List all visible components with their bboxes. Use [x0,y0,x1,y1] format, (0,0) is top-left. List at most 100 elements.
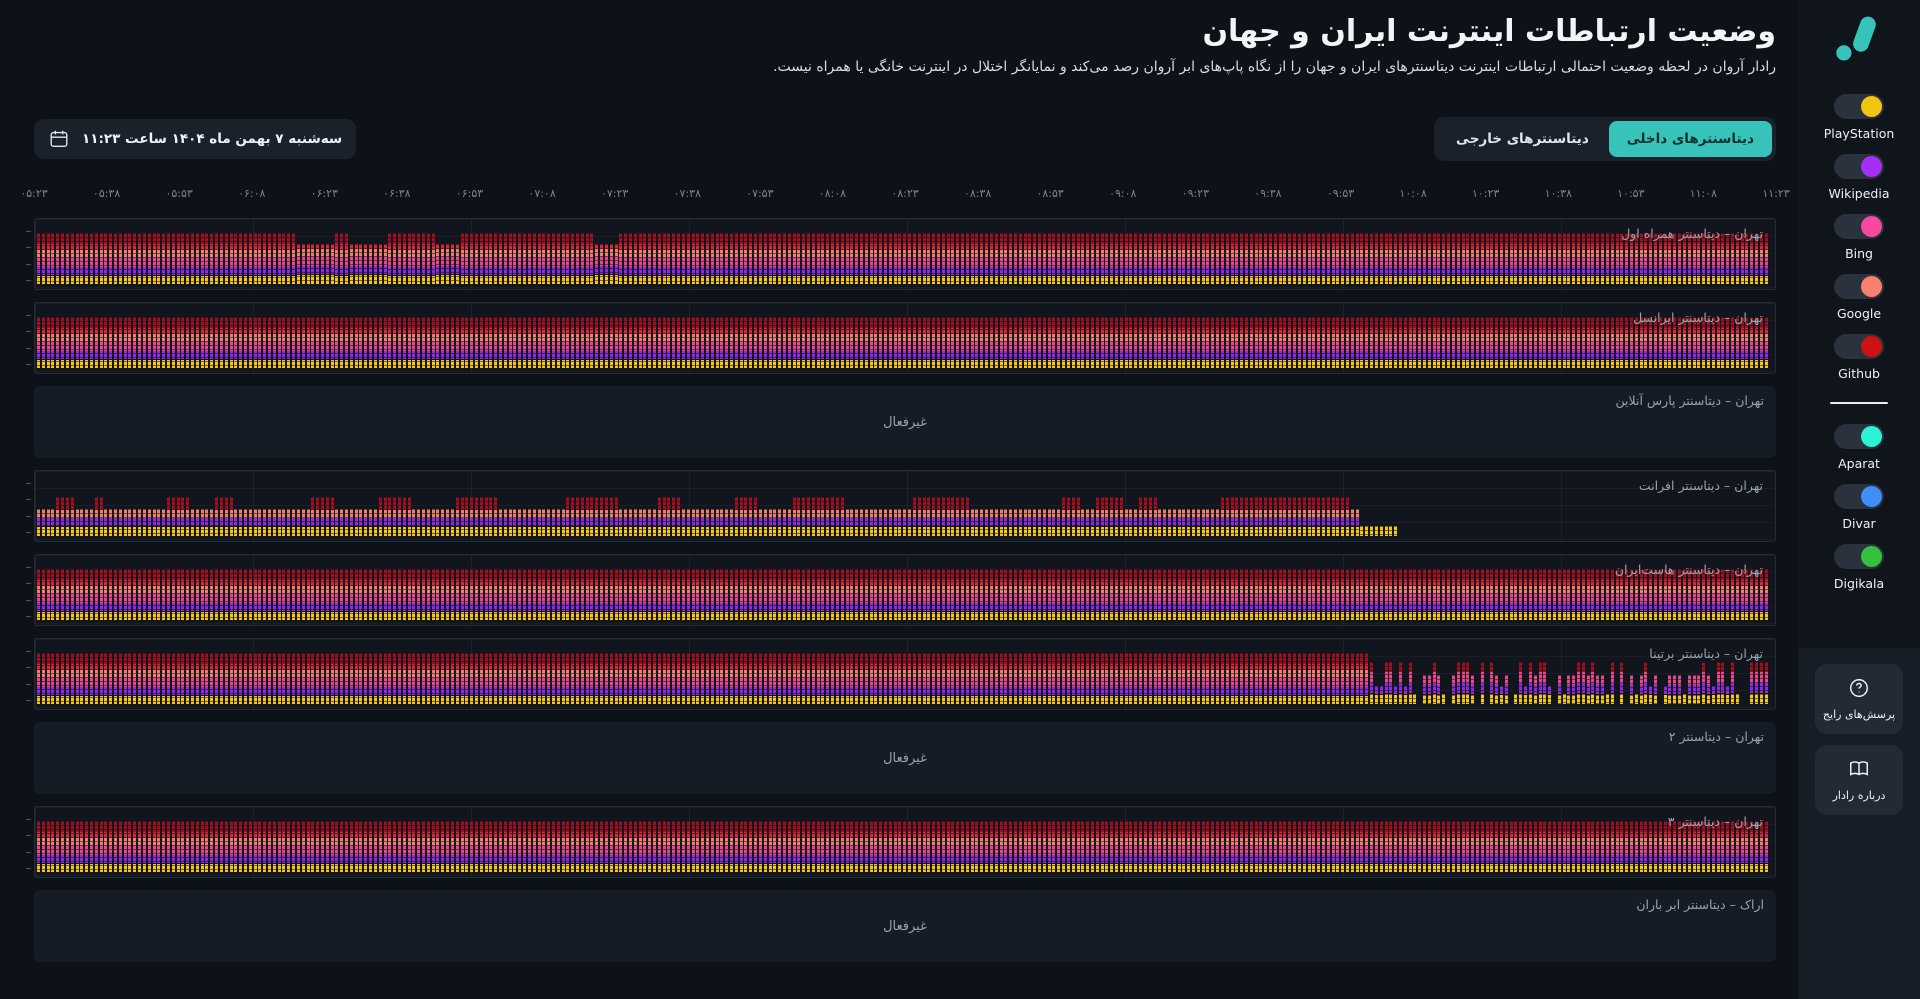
status-bar [1750,317,1754,368]
status-bar [609,317,613,368]
status-bar [1644,317,1648,368]
status-bar [1495,821,1499,872]
status-bar [1374,233,1378,284]
status-bar [1394,821,1398,872]
status-bar [1418,233,1422,284]
status-bar [152,821,156,872]
status-bar [701,821,705,872]
status-bar [763,569,767,620]
status-bar [412,569,416,620]
about-radar-button[interactable]: درباره رادار [1815,745,1903,815]
status-bar [1042,317,1046,368]
tab-internal-datacenters[interactable]: دیتاسنترهای داخلی [1608,121,1772,157]
status-bar [527,821,531,872]
status-bar [1548,821,1552,872]
status-bar [1745,233,1749,284]
status-bar [677,233,681,284]
toggle-github[interactable] [1834,334,1885,359]
main-content: وضعیت ارتباطات اینترنت ایران و جهان رادا… [20,14,1790,962]
status-bar [513,233,517,284]
status-bar [850,653,854,704]
status-bar [585,497,589,536]
datacenter-tabs: دیتاسنترهای داخلی دیتاسنترهای خارجی [1434,117,1776,161]
status-bar [248,233,252,284]
status-bar [1442,821,1446,872]
status-bar [89,509,93,536]
status-bar [133,317,137,368]
status-bar [61,317,65,368]
status-bar [1182,317,1186,368]
toggle-aparat[interactable] [1834,424,1885,449]
status-bar [797,497,801,536]
status-bar [1620,569,1624,620]
status-bar [600,497,604,536]
row-label: تهران – دیتاسنتر ایرانسل [1633,310,1763,325]
status-bar [802,821,806,872]
status-bar [1350,317,1354,368]
status-bar [494,497,498,536]
status-bar [210,569,214,620]
status-bar [1610,821,1614,872]
status-bar [580,497,584,536]
status-bar [200,821,204,872]
status-bar [446,509,450,536]
status-bar [301,821,305,872]
status-bar [186,821,190,872]
status-bar [1644,569,1648,620]
status-bar [1206,821,1210,872]
status-bar [985,653,989,704]
toggle-digikala[interactable] [1834,544,1885,569]
status-bar [869,821,873,872]
service-item-wikipedia: Wikipedia [1824,154,1895,201]
row-label: اراک – دیتاسنتر ابر باران [1636,897,1764,912]
status-bar [710,569,714,620]
status-bar [1567,821,1571,872]
status-bar [1081,569,1085,620]
status-bar [1649,233,1653,284]
toggle-bing[interactable] [1834,214,1885,239]
toggle-divar[interactable] [1834,484,1885,509]
status-bar [1220,821,1224,872]
status-bar [797,569,801,620]
tab-external-datacenters[interactable]: دیتاسنترهای خارجی [1438,121,1607,157]
faq-button[interactable]: پرسش‌های رایج [1815,664,1903,734]
toggle-google[interactable] [1834,274,1885,299]
status-bar [600,244,604,284]
status-bar [1220,653,1224,704]
status-bar [1625,317,1629,368]
status-bar [292,509,296,536]
status-bar [884,653,887,704]
date-picker-button[interactable]: سه‌شنبه ۷ بهمن ماه ۱۴۰۴ ساعت ۱۱:۲۳ [34,119,357,159]
status-bar [1047,653,1051,704]
status-bar [662,497,666,536]
toggle-playstation[interactable] [1834,94,1885,119]
status-bar [513,821,517,872]
status-bar [118,653,122,704]
status-bar [1350,821,1354,872]
status-bar [1042,821,1046,872]
status-bar [754,653,758,704]
datacenter-panel: تهران – دیتاسنتر ۲ غیرفعال [34,722,1776,794]
arvan-logo[interactable] [1830,10,1888,68]
status-bar [1062,653,1066,704]
status-bar [1129,317,1133,368]
status-bar [922,821,926,872]
toggle-wikipedia[interactable] [1834,154,1885,179]
status-bar [1153,569,1157,620]
status-bar [715,653,719,704]
status-bar [412,653,416,704]
status-bar [1090,317,1094,368]
status-bar [758,821,762,872]
status-bar [710,317,714,368]
status-bar [888,509,892,536]
status-bar [1639,317,1643,368]
time-tick: ۰۹:۳۸ [1254,187,1282,200]
status-bar [1731,821,1734,872]
status-bar [1678,233,1682,284]
status-bar [576,233,579,284]
status-bar [1692,233,1696,284]
status-bar [994,569,998,620]
status-bar [1033,653,1037,704]
status-bar [850,569,854,620]
